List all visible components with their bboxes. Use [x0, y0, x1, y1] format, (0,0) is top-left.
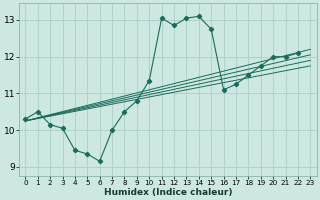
X-axis label: Humidex (Indice chaleur): Humidex (Indice chaleur)	[104, 188, 232, 197]
